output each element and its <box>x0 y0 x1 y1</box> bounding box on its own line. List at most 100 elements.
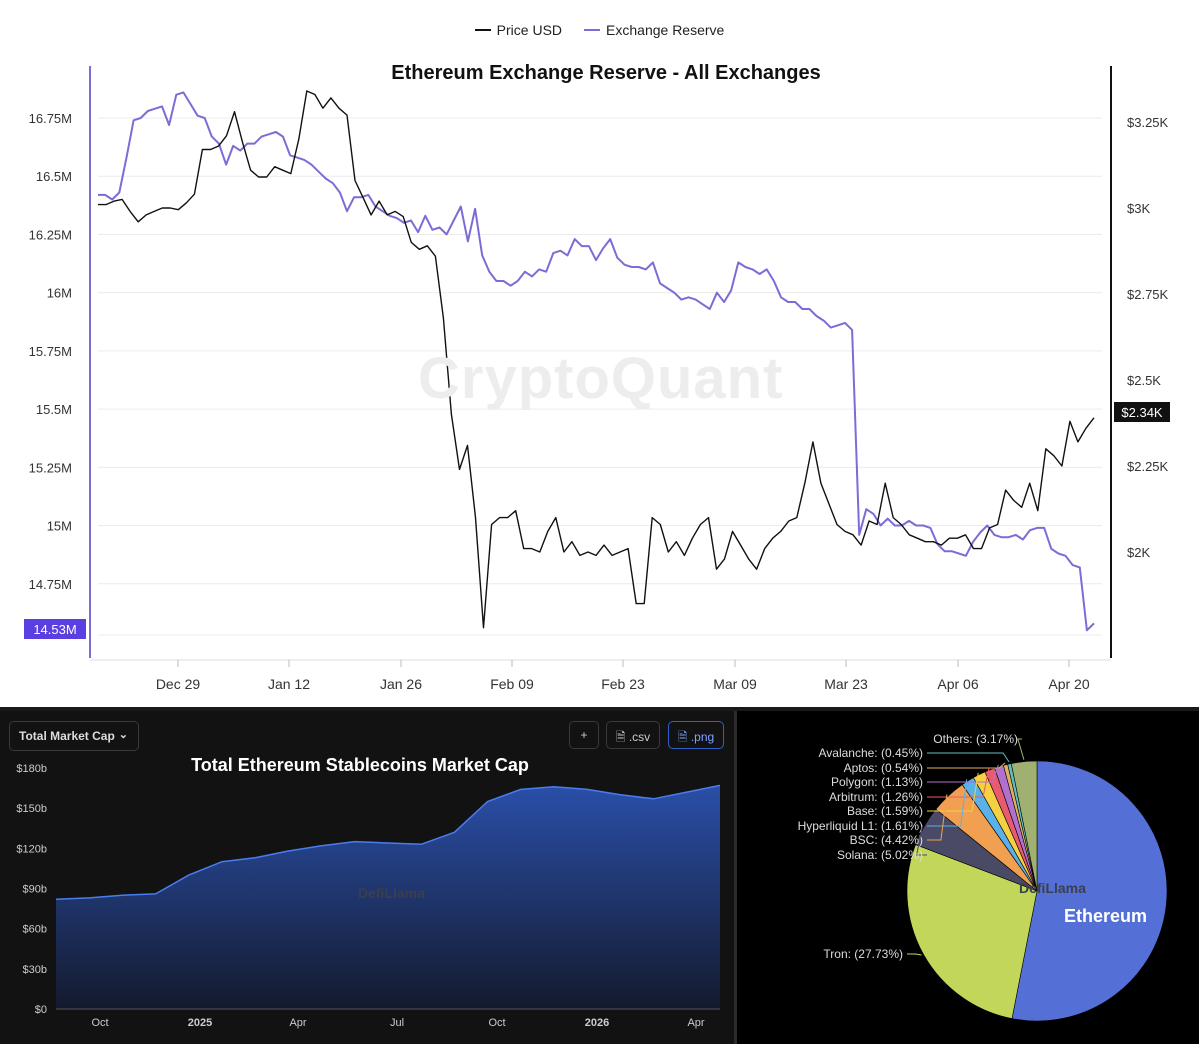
pie-slice-ethereum <box>1011 760 1168 1022</box>
x-axis-tick-label: Oct <box>488 1017 505 1029</box>
csv-download-button[interactable]: 🗎 .csv <box>606 721 660 749</box>
pie-slice-label: Arbitrum: (1.26%) <box>829 790 923 804</box>
divider <box>0 707 1199 711</box>
pie-leader-line <box>927 764 999 783</box>
x-axis-tick-label: Mar 23 <box>824 676 868 692</box>
pie-slice-label: Hyperliquid L1: (1.61%) <box>798 819 923 833</box>
legend-item-reserve[interactable]: Exchange Reserve <box>584 22 724 38</box>
metric-dropdown-label: Total Market Cap <box>19 729 115 743</box>
legend-label-reserve: Exchange Reserve <box>606 22 725 38</box>
current-reserve-badge <box>24 619 86 639</box>
pie-slice-label: Aptos: (0.54%) <box>844 761 923 775</box>
legend-swatch-price <box>474 29 491 31</box>
left-axis-tick-label: 15.25M <box>29 460 72 475</box>
x-axis-tick-label: Jul <box>390 1017 404 1029</box>
chain-share-pie: Others: (3.17%) Avalanche: (0.45%)Aptos: … <box>798 732 1168 1022</box>
left-axis-tick-label: 14.75M <box>29 577 72 592</box>
x-axis-tick-label: Mar 09 <box>713 676 757 692</box>
current-reserve-label: 14.53M <box>33 622 76 637</box>
x-axis-tick-label: Jan 26 <box>380 676 422 692</box>
right-axis-tick-label: $3.25K <box>1127 115 1169 130</box>
pie-label-ethereum: Ethereum <box>1064 906 1148 926</box>
pie-leader-line <box>927 767 990 798</box>
legend-swatch-reserve <box>584 29 601 31</box>
exchange-reserve-chart: 16.75M 16.5M 16.25M 16M 15.75M 15.5M 15.25M 15M… <box>24 66 1170 692</box>
add-button[interactable]: + <box>569 721 599 749</box>
exchange-reserve-line <box>98 91 1095 632</box>
y-axis-tick-label: $60b <box>23 924 47 936</box>
y-axis-tick-label: $30b <box>23 964 47 976</box>
pie-slice-label: Tron: (27.73%) <box>823 947 903 961</box>
right-axis-tick-label: $2K <box>1127 545 1150 560</box>
x-axis-tick-label: Jan 12 <box>268 676 310 692</box>
pie-leader-line <box>927 772 979 812</box>
csv-label: .csv <box>628 730 651 744</box>
x-axis-tick-label: Dec 29 <box>156 676 201 692</box>
pie-leader-line <box>927 762 1006 769</box>
current-price-label: $2.34K <box>1121 405 1163 420</box>
left-axis-tick-label: 15.5M <box>36 402 72 417</box>
left-axis-tick-label: 16.25M <box>29 227 72 242</box>
left-axis-tick-label: 16.5M <box>36 169 72 184</box>
pie-leader-line <box>927 752 1010 763</box>
panel-separator <box>734 711 737 1044</box>
stablecoin-line <box>55 784 721 900</box>
x-axis-tick-label: Oct <box>91 1017 108 1029</box>
exchange-reserve-panel: 16.75M 16.5M 16.25M 16M 15.75M 15.5M 15.25M 15M… <box>0 22 1199 692</box>
x-axis-tick-label: Feb 09 <box>490 676 534 692</box>
y-axis-tick-label: $120b <box>16 843 47 855</box>
cryptoquant-watermark: CryptoQuant <box>418 346 784 411</box>
y-axis-tick-label: $150b <box>16 803 47 815</box>
defillama-watermark-pie: DefiLlama <box>1019 880 1086 896</box>
price-usd-line <box>98 90 1095 629</box>
x-axis-tick-label: 2025 <box>188 1017 212 1029</box>
y-axis-tick-label: $180b <box>16 763 47 775</box>
pie-slice-label: Others: (3.17%) <box>933 732 1018 746</box>
x-axis-tick-label: Apr 20 <box>1048 676 1089 692</box>
defillama-watermark: DefiLlama <box>358 885 425 901</box>
chain-share-panel: Others: (3.17%) Avalanche: (0.45%) Aptos: … <box>737 711 1199 1044</box>
pie-leader-line <box>915 825 927 856</box>
right-axis-tick-label: $2.5K <box>1127 373 1161 388</box>
pie-slice-label: Polygon: (1.13%) <box>831 775 923 789</box>
y-axis-tick-label: $0 <box>35 1004 47 1016</box>
metric-dropdown[interactable]: Total Market Cap ⌄ <box>9 721 139 751</box>
png-label: .png <box>690 730 715 744</box>
current-price-badge <box>1114 402 1170 422</box>
right-axis-tick-label: $3K <box>1127 201 1150 216</box>
left-axis-tick-label: 16.75M <box>29 111 72 126</box>
x-axis-tick-label: Apr <box>289 1017 306 1029</box>
x-axis-tick-label: Feb 23 <box>601 676 645 692</box>
pie-leader-line <box>927 794 948 841</box>
left-axis-tick-label: 15M <box>47 519 72 534</box>
right-axis-tick-label: $2.25K <box>1127 459 1169 474</box>
file-icon: 🗎 <box>615 730 626 744</box>
right-axis-tick-label: $2.75K <box>1127 287 1169 302</box>
left-axis-tick-label: 15.75M <box>29 344 72 359</box>
pie-slice-label: Avalanche: (0.45%) <box>818 746 923 760</box>
pie-slice-label: Base: (1.59%) <box>847 804 923 818</box>
pie-leader-line <box>1017 738 1025 760</box>
pie-slice-tron <box>906 844 1038 1019</box>
image-file-icon: 🗎 <box>677 730 688 744</box>
x-axis-tick-label: Apr 06 <box>937 676 978 692</box>
pie-leader-line <box>927 779 968 827</box>
chart-title: Ethereum Exchange Reserve - All Exchange… <box>391 62 821 84</box>
legend-label-price: Price USD <box>496 22 563 38</box>
png-download-button[interactable]: 🗎 .png <box>668 721 724 749</box>
x-axis-tick-label: Apr <box>687 1017 704 1029</box>
x-axis-tick-label: 2026 <box>585 1017 609 1029</box>
stablecoin-chart: $180b $150b $120b $90b $60b $30b $0 Oct 2025 Apr J… <box>16 763 721 1029</box>
stablecoin-panel: Total Market Cap ⌄ + 🗎 .csv 🗎 .png Total… <box>0 711 734 1044</box>
chart-legend: Price USD Exchange Reserve <box>0 22 1199 38</box>
left-axis-tick-label: 16M <box>47 286 72 301</box>
y-axis-tick-label: $90b <box>23 884 47 896</box>
stablecoin-title: Total Ethereum Stablecoins Market Cap <box>191 755 529 775</box>
pie-leader-line <box>907 953 922 956</box>
chevron-down-icon: ⌄ <box>118 729 128 741</box>
stablecoin-area <box>56 785 720 1009</box>
pie-slice-others <box>1010 760 1038 892</box>
legend-item-price[interactable]: Price USD <box>474 22 563 38</box>
pie-slice-label: Solana: (5.02%) <box>837 848 923 862</box>
pie-slice-label: BSC: (4.42%) <box>850 833 923 847</box>
